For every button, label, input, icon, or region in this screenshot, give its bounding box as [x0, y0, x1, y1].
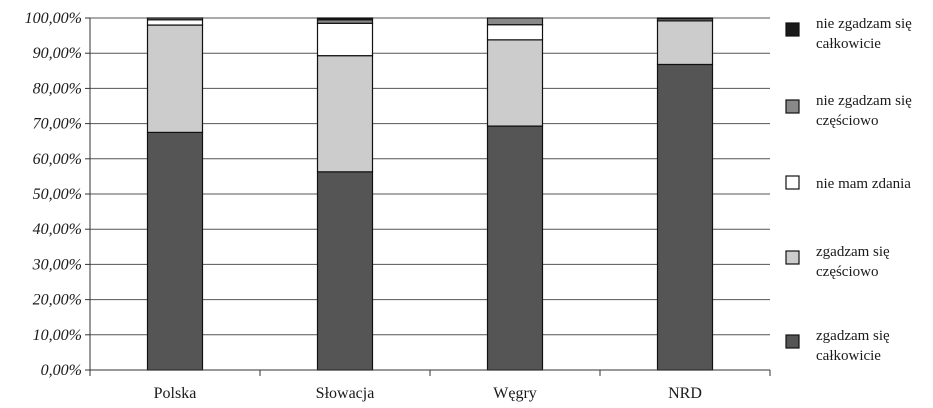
- y-tick-label: 10,00%: [33, 327, 82, 344]
- x-axis-category-labels: Polska Słowacja Węgry NRD: [154, 385, 702, 402]
- legend-swatch: [785, 334, 800, 349]
- bar-segment: [656, 17, 714, 20]
- bar-segment: [316, 171, 374, 371]
- x-category-label: Węgry: [493, 385, 537, 402]
- gridlines: [85, 17, 770, 371]
- bar-segment: [316, 55, 374, 173]
- legend-swatch: [785, 99, 800, 114]
- legend-label: nie zgadzam się całkowicie: [816, 16, 912, 52]
- bar-segment: [316, 22, 374, 57]
- bar-segment: [486, 125, 544, 371]
- x-category-label: Słowacja: [316, 385, 375, 402]
- y-tick-label: 80,00%: [33, 80, 82, 97]
- legend: nie zgadzam się całkowicie nie zgadzam się…: [785, 16, 912, 364]
- bar-segment: [656, 63, 714, 371]
- legend-swatch: [785, 175, 800, 190]
- y-tick-label: 90,00%: [33, 45, 82, 62]
- legend-swatch: [785, 250, 800, 265]
- bar-segment: [486, 17, 544, 26]
- bar-segment: [656, 20, 714, 66]
- bar-segment: [486, 24, 544, 41]
- bar-segment: [146, 131, 204, 371]
- y-tick-label: 40,00%: [33, 221, 82, 238]
- bars: [146, 17, 714, 371]
- legend-label: nie zgadzam się częściowo: [816, 93, 912, 129]
- axes: [89, 18, 771, 376]
- legend-swatch: [785, 22, 800, 37]
- y-tick-label: 0,00%: [41, 362, 82, 379]
- y-tick-label: 100,00%: [25, 10, 82, 27]
- y-tick-label: 50,00%: [33, 186, 82, 203]
- bar-segment: [486, 39, 544, 127]
- bar-segment: [146, 17, 204, 21]
- bar-segment: [146, 19, 204, 26]
- legend-label: zgadzam się całkowicie: [816, 328, 890, 364]
- y-tick-label: 20,00%: [33, 292, 82, 309]
- y-tick-label: 30,00%: [32, 256, 82, 273]
- legend-label: nie mam zdania: [816, 176, 911, 192]
- bar-segment: [316, 17, 374, 21]
- legend-label: zgadzam się częściowo: [816, 244, 890, 280]
- y-tick-label: 60,00%: [33, 151, 82, 168]
- x-category-label: NRD: [668, 385, 702, 402]
- x-category-label: Polska: [154, 385, 197, 402]
- y-axis-tick-labels: 0,00% 10,00% 20,00% 30,00% 40,00% 50,00% 60,00…: [25, 10, 82, 379]
- y-tick-label: 70,00%: [33, 116, 82, 133]
- bar-segment: [146, 24, 204, 134]
